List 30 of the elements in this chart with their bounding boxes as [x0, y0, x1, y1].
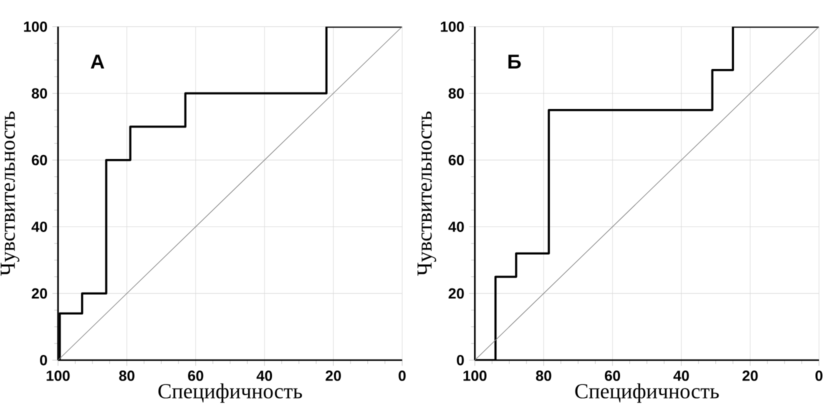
x-tick-label: 40 [673, 370, 689, 381]
x-axis-title: Специфичность [158, 383, 302, 403]
y-tick-label: 60 [32, 154, 48, 166]
x-tick-label: 60 [188, 370, 204, 381]
x-tick-label: 100 [46, 370, 70, 381]
x-tick-label: 100 [464, 370, 486, 381]
y-tick-label: 100 [24, 21, 48, 32]
y-tick-label: 0 [40, 354, 48, 366]
y-tick-label: 0 [456, 354, 464, 366]
x-tick-label: 80 [119, 370, 134, 381]
x-tick-label: 0 [815, 370, 822, 381]
x-axis-title: Специфичность [575, 383, 719, 403]
x-tick-label: 80 [536, 370, 552, 381]
x-tick-label: 20 [326, 370, 341, 381]
y-tick-label: 40 [32, 221, 48, 232]
annotation: Б [508, 54, 521, 68]
y-tick-label: 80 [448, 88, 464, 98]
x-tick-label: 60 [604, 370, 620, 381]
y-axis-title: Чувствительность [0, 111, 20, 276]
y-tick-label: 60 [448, 154, 464, 166]
x-tick-label: 0 [398, 370, 406, 381]
y-tick-label: 80 [32, 88, 48, 98]
y-tick-label: 40 [448, 221, 464, 232]
annotation: А [90, 54, 104, 68]
x-tick-label: 20 [742, 370, 758, 381]
x-tick-label: 40 [256, 370, 272, 381]
y-axis-title: Чувствительность [418, 111, 436, 276]
y-tick-label: 20 [448, 288, 464, 299]
y-tick-label: 20 [32, 288, 48, 299]
y-tick-label: 100 [440, 21, 464, 32]
